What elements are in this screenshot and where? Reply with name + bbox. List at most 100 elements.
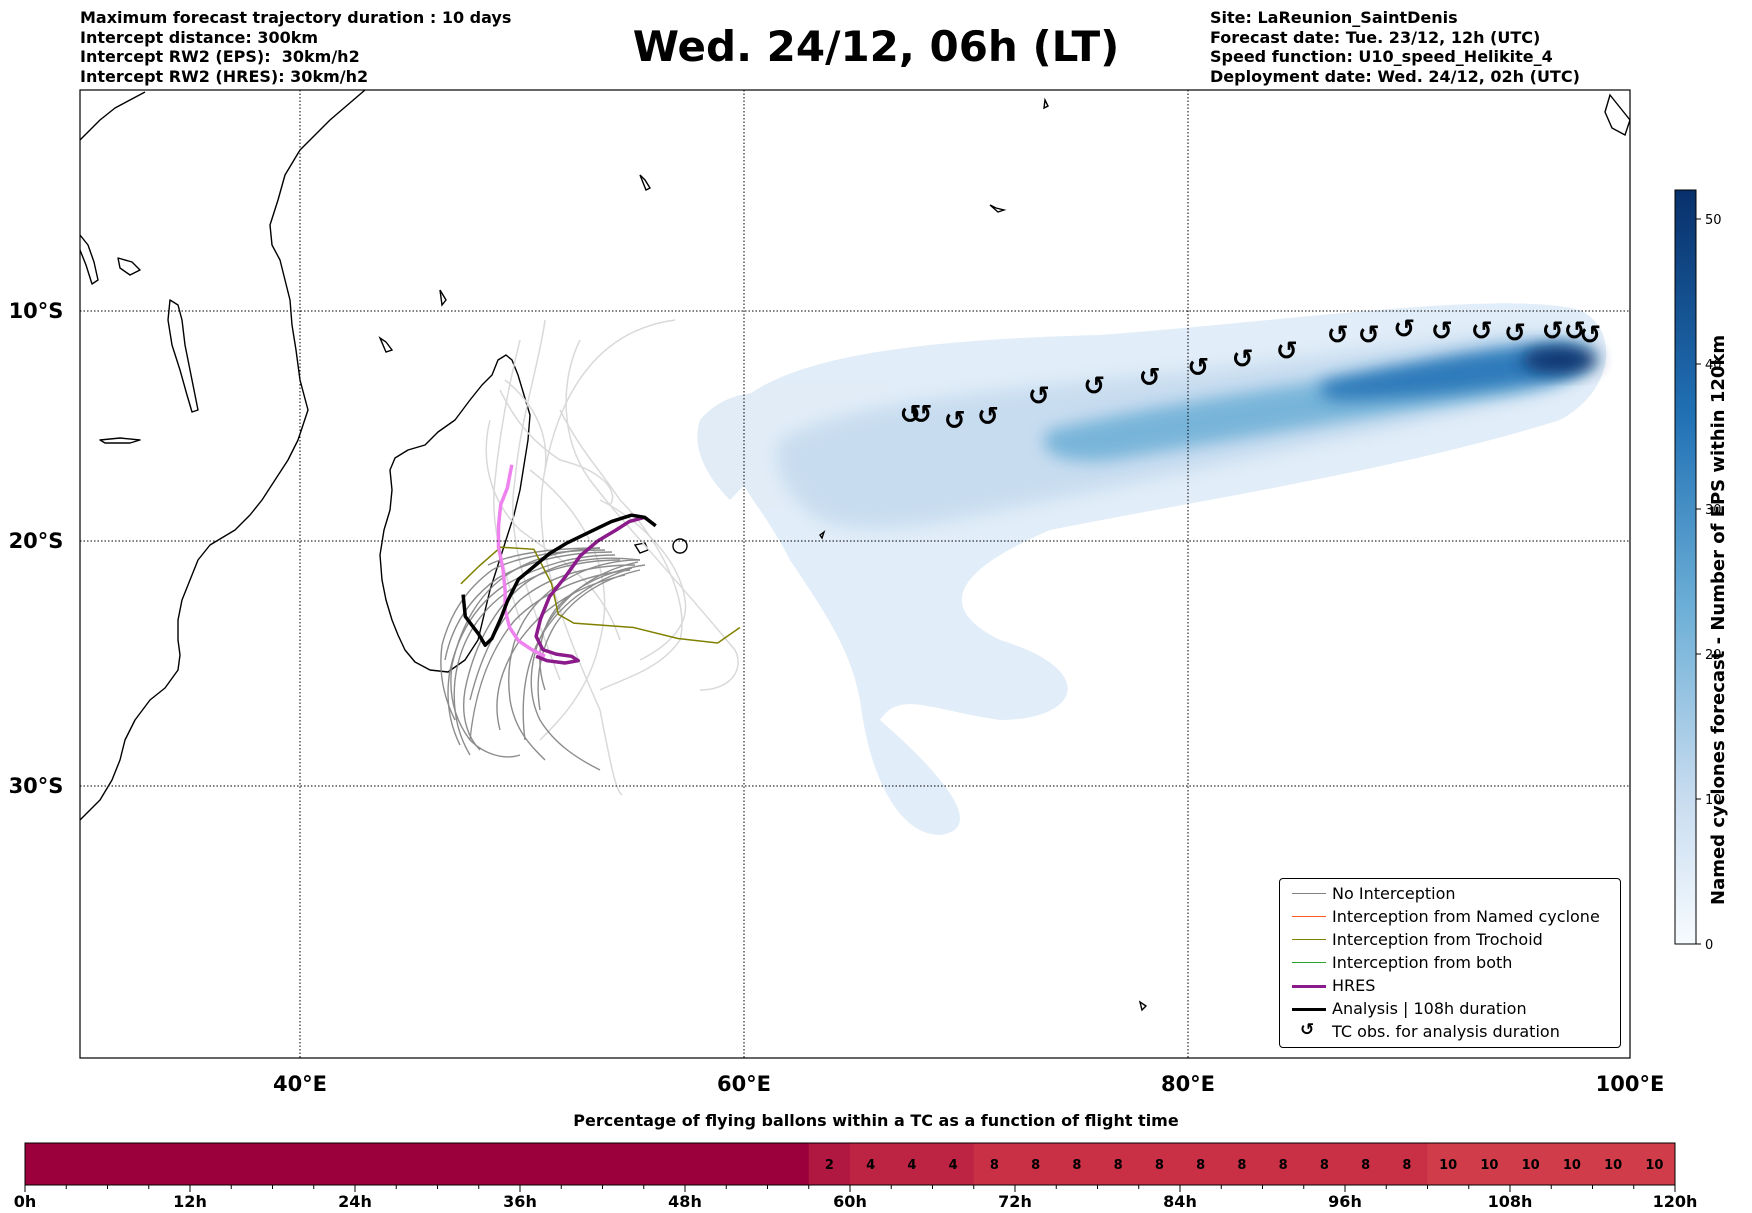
legend-label: Interception from Named cyclone	[1332, 907, 1600, 926]
rodrigues-island	[819, 530, 826, 540]
lat-tick-10s: 10°S	[9, 299, 64, 323]
tc-obs-marker: ↺	[1358, 320, 1380, 350]
timeline-cell	[1262, 1143, 1305, 1185]
timeline-cell	[1551, 1143, 1593, 1185]
timeline-cell	[973, 1143, 1016, 1185]
tc-obs-marker: ↺	[1276, 337, 1298, 367]
colorbar-tick-label: 10	[1705, 793, 1722, 808]
tc-obs-marker: ↺	[1393, 314, 1415, 344]
timeline-tick-label: 24h	[338, 1192, 372, 1211]
timeline-cell-value: 8	[990, 1158, 999, 1173]
timeline-cell	[1221, 1143, 1263, 1185]
eps-light-trajectories	[485, 319, 739, 796]
legend-item-no-interception: No Interception	[1280, 883, 1620, 905]
timeline-cell	[808, 1143, 851, 1185]
hres-track	[534, 515, 646, 665]
legend-label: Interception from both	[1332, 953, 1513, 972]
timeline-cell	[1056, 1143, 1098, 1185]
lon-tick-100e: 100°E	[1596, 1072, 1665, 1096]
lake-shape-4	[99, 437, 141, 444]
tc-obs-marker: ↺	[1028, 382, 1050, 412]
colorbar-ticks: 0 10 20 30 40 50	[1696, 213, 1722, 953]
timeline-ticks: 0h 12h 24h 36h 48h 60h 72h 84h 96h 108h 120h	[14, 1185, 1697, 1211]
reunion-island	[672, 538, 688, 554]
timeline-cell-value: 8	[1031, 1158, 1040, 1173]
legend-item-tc-obs: ↺ TC obs. for analysis duration	[1280, 1020, 1620, 1043]
legend-item-named-cyclone: Interception from Named cyclone	[1280, 906, 1620, 928]
legend-swatch	[1292, 939, 1326, 941]
timeline-cell-value: 8	[1237, 1158, 1246, 1173]
legend-swatch	[1292, 962, 1326, 964]
tc-observations: ↺↺ ↺ ↺↺ ↺ ↺ ↺ ↺ ↺↺ ↺ ↺ ↺ ↺ ↺ ↺ ↺↺	[900, 314, 1601, 436]
timeline-cell	[1633, 1143, 1676, 1185]
colorbar-tick-label: 40	[1705, 358, 1722, 373]
map-plot-area: ↺↺ ↺ ↺↺ ↺ ↺ ↺ ↺ ↺↺ ↺ ↺ ↺ ↺ ↺ ↺ ↺↺	[80, 90, 1630, 1058]
tc-obs-legend-icon: ↺	[1300, 1020, 1315, 1040]
lat-tick-20s: 20°S	[9, 529, 64, 553]
lon-tick-60e: 60°E	[717, 1072, 771, 1096]
timeline-cell	[1386, 1143, 1428, 1185]
timeline-cell-value: 10	[1604, 1158, 1622, 1173]
tc-obs-marker: ↺	[1083, 371, 1105, 401]
timeline-cell	[891, 1143, 933, 1185]
timeline-cell	[1468, 1143, 1511, 1185]
pink-trajectory	[496, 464, 546, 658]
timeline-cell-value: 8	[1361, 1158, 1370, 1173]
tc-obs-marker: ↺	[944, 406, 966, 436]
tc-obs-marker: ↺	[911, 400, 933, 430]
main-title: Wed. 24/12, 06h (LT)	[632, 22, 1120, 71]
analysis-track	[461, 513, 657, 647]
mauritius-island	[633, 542, 649, 554]
header-right-info: Site: LaReunion_SaintDenis Forecast date…	[1210, 8, 1580, 86]
colorbar-label: Named cyclones forecast - Number of EPS …	[1708, 334, 1729, 905]
timeline-title: Percentage of flying ballons within a TC…	[573, 1111, 1179, 1130]
timeline-cell-value: 4	[907, 1158, 916, 1173]
colorbar-tick-label: 30	[1705, 503, 1722, 518]
max-duration-text: Maximum forecast trajectory duration : 1…	[80, 8, 512, 27]
speed-function-text: Speed function: U10_speed_Helikite_4	[1210, 47, 1553, 66]
deployment-date-text: Deployment date: Wed. 24/12, 02h (UTC)	[1210, 66, 1580, 86]
timeline-tick-label: 12h	[173, 1192, 207, 1211]
tc-obs-marker: ↺	[1542, 316, 1564, 346]
timeline-cell	[1510, 1143, 1552, 1185]
timeline-tick-label: 60h	[833, 1192, 867, 1211]
legend-label: TC obs. for analysis duration	[1332, 1022, 1560, 1041]
timeline-cell-value: 4	[866, 1158, 875, 1173]
islands	[378, 93, 1630, 1012]
timeline-tick-label: 48h	[668, 1192, 702, 1211]
timeline-tick-label: 96h	[1328, 1192, 1362, 1211]
timeline-cell-value: 10	[1563, 1158, 1581, 1173]
timeline-tick-label: 84h	[1163, 1192, 1197, 1211]
timeline-cell-value: 10	[1439, 1158, 1457, 1173]
tc-obs-marker: ↺	[1327, 320, 1349, 350]
timeline-cell	[1015, 1143, 1057, 1185]
tc-obs-marker: ↺	[1504, 318, 1526, 348]
legend-swatch	[1292, 916, 1326, 918]
timeline-tick-label: 108h	[1488, 1192, 1533, 1211]
timeline-cell	[1303, 1143, 1346, 1185]
tc-obs-marker: ↺	[1232, 345, 1254, 375]
flight-time-bar: 2 4 4 4 8 8 8 8 8 8 8 8 8 8 8 10 10 10 10 10 10 0h 12h 24h 36h 4…	[14, 1142, 1697, 1211]
timeline-cell-value: 8	[1279, 1158, 1288, 1173]
intercept-eps-text: Intercept RW2 (EPS): 30km/h2	[80, 47, 360, 66]
axis-tick-labels: 40°E 60°E 80°E 100°E 10°S 20°S 30°S	[9, 299, 1665, 1096]
timeline-cell-value: 8	[1196, 1158, 1205, 1173]
timeline-cell	[1097, 1143, 1140, 1185]
comoros-island-2	[439, 289, 447, 307]
colorbar: 0 10 20 30 40 50	[1674, 189, 1722, 953]
gridlines	[80, 90, 1630, 1058]
colorbar-tick-label: 0	[1705, 938, 1713, 953]
tc-obs-marker: ↺	[1471, 316, 1493, 346]
timeline-cell-value: 8	[1072, 1158, 1081, 1173]
lon-tick-40e: 40°E	[273, 1072, 327, 1096]
legend-label: Interception from Trochoid	[1332, 930, 1543, 949]
timeline-cell-value: 10	[1480, 1158, 1498, 1173]
tc-obs-marker: ↺	[1139, 363, 1161, 393]
comoros-island	[378, 336, 394, 353]
timeline-cell-value: 8	[1402, 1158, 1411, 1173]
legend-item-hres: HRES	[1280, 975, 1620, 997]
legend-label: Analysis | 108h duration	[1332, 999, 1527, 1018]
map-frame	[79, 89, 1631, 1059]
legend-item-trochoid: Interception from Trochoid	[1280, 929, 1620, 951]
timeline-cell-value: 10	[1645, 1158, 1663, 1173]
